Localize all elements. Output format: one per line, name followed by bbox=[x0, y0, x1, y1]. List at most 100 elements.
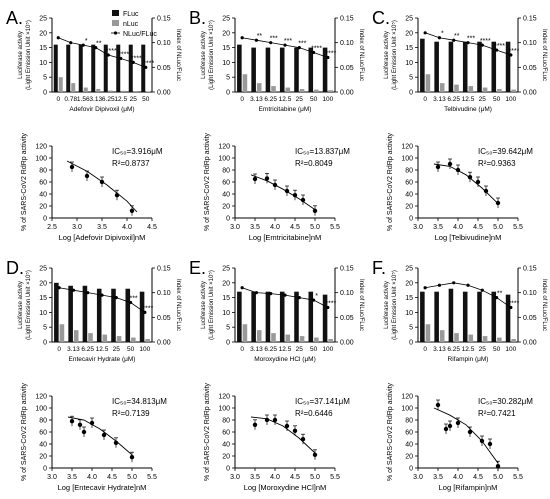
bar-nluc bbox=[256, 330, 262, 342]
panel-d: D. 0 5 10 15 20 25 0.00 0.05 0.10 0.15 Luciferase a… bbox=[6, 258, 181, 492]
bar-x-tick-label: 100 bbox=[505, 346, 516, 353]
data-point bbox=[264, 176, 270, 181]
bar-x-tick-label: 6.25 bbox=[264, 96, 277, 103]
r2-label: R²=0.8049 bbox=[295, 159, 333, 168]
fit-curve bbox=[66, 160, 138, 213]
data-point bbox=[495, 464, 501, 469]
bar-x-tick-label: 50 bbox=[142, 96, 150, 103]
data-point bbox=[272, 182, 278, 188]
ratio-point bbox=[269, 292, 273, 296]
bar-y-tick-label: 15 bbox=[39, 295, 47, 302]
dose-x-tick-label: 3.0 bbox=[230, 474, 240, 481]
ratio-point bbox=[326, 305, 330, 310]
data-point bbox=[69, 164, 75, 170]
bar-y-label: Luciferase activity bbox=[18, 31, 24, 79]
data-point bbox=[84, 173, 90, 179]
ratio-point bbox=[269, 41, 273, 45]
bar-nluc bbox=[285, 334, 291, 342]
sig-mark: **** bbox=[142, 305, 153, 312]
bar-x-tick-label: 3.13 bbox=[250, 96, 263, 103]
dose-y-tick-label: 0 bbox=[409, 466, 413, 473]
bar-fluc bbox=[128, 44, 133, 92]
ratio-point bbox=[437, 283, 442, 287]
dose-x-tick-label: 3.5 bbox=[250, 224, 260, 231]
bar-fluc bbox=[237, 44, 242, 92]
fit-curve bbox=[433, 163, 499, 204]
bar-fluc bbox=[294, 47, 299, 92]
dose-y-tick-label: 80 bbox=[405, 168, 413, 175]
ratio-point bbox=[119, 56, 123, 61]
bar-y-tick-label: 0 bbox=[43, 90, 47, 97]
bar-x-tick-label: 3.13 bbox=[433, 346, 446, 353]
legend-label: NLuc/FLuc bbox=[123, 31, 157, 38]
bar-y-tick-label: 10 bbox=[222, 310, 230, 317]
dose-x-tick-label: 3.5 bbox=[433, 224, 443, 231]
ratio-point bbox=[143, 310, 147, 314]
data-point bbox=[272, 417, 278, 423]
data-point bbox=[447, 423, 453, 429]
ratio-y-tick-label: 0.00 bbox=[523, 90, 537, 97]
ratio-y-label: Index of NLuc/FLuc bbox=[541, 279, 547, 331]
ratio-point bbox=[106, 53, 110, 57]
dose-y-tick-label: 80 bbox=[39, 168, 47, 175]
data-point bbox=[292, 428, 298, 433]
bar-x-tick-label: 0.78 bbox=[64, 96, 77, 103]
ratio-point bbox=[297, 46, 301, 50]
bar-x-tick-label: 100 bbox=[505, 96, 516, 103]
ratio-point bbox=[71, 288, 76, 292]
ratio-point bbox=[100, 293, 104, 297]
dose-y-tick-label: 100 bbox=[35, 406, 47, 413]
ratio-point bbox=[131, 60, 135, 64]
bar-nluc bbox=[468, 86, 474, 92]
ratio-y-tick-label: 0.00 bbox=[340, 340, 354, 347]
bar-x-tick-label: 100 bbox=[322, 96, 333, 103]
dose-y-tick-label: 120 bbox=[35, 144, 47, 151]
bar-nluc bbox=[454, 333, 459, 342]
ic50-label: IC₅₀=13.837μM bbox=[295, 147, 350, 156]
r2-label: R²=0.7421 bbox=[478, 409, 516, 418]
dose-x-tick-label: 3.0 bbox=[230, 224, 240, 231]
bar-fluc bbox=[491, 291, 497, 342]
dose-x-tick-label: 4.5 bbox=[290, 224, 300, 231]
dose-y-tick-label: 60 bbox=[405, 430, 413, 437]
sig-mark: **** bbox=[106, 48, 117, 55]
bar-nluc bbox=[108, 90, 113, 92]
data-point bbox=[455, 420, 461, 426]
bar-x-tick-label: 12.5 bbox=[279, 96, 292, 103]
ratio-y-tick-label: 0.00 bbox=[523, 340, 537, 347]
ratio-y-tick-label: 0.10 bbox=[157, 290, 171, 297]
ic50-label: IC₅₀=39.642μM bbox=[478, 147, 533, 156]
bar-y-label: Luciferase activity bbox=[201, 31, 207, 79]
legend-label: FLuc bbox=[123, 11, 139, 18]
panel-letter: D. bbox=[6, 258, 24, 278]
bar-y-tick-label: 5 bbox=[226, 75, 230, 82]
bar-y-tick-label: 25 bbox=[39, 266, 47, 273]
dose-y-tick-label: 120 bbox=[401, 394, 413, 401]
dose-x-tick-label: 4.0 bbox=[270, 474, 280, 481]
dose-x-tick-label: 4.0 bbox=[453, 224, 463, 231]
ratio-point bbox=[283, 43, 287, 47]
bar-fluc bbox=[53, 44, 58, 92]
bar-y-tick-label: 10 bbox=[405, 310, 413, 317]
dose-y-tick-label: 20 bbox=[39, 454, 47, 461]
bar-nluc bbox=[425, 74, 431, 92]
ratio-y-label: Index of NLuc/FLuc bbox=[175, 279, 181, 331]
ratio-y-tick-label: 0.10 bbox=[340, 290, 354, 297]
ratio-point bbox=[254, 291, 259, 295]
data-point bbox=[300, 437, 306, 442]
bar-fluc bbox=[116, 44, 121, 92]
data-point bbox=[300, 197, 306, 203]
ratio-y-tick-label: 0.00 bbox=[157, 340, 171, 347]
sig-mark: * bbox=[441, 31, 444, 38]
dose-x-tick-label: 4.0 bbox=[87, 474, 97, 481]
bar-nluc bbox=[242, 324, 248, 342]
dose-y-tick-label: 0 bbox=[226, 466, 230, 473]
dose-x-tick-label: 4.0 bbox=[453, 474, 463, 481]
bar-y-tick-label: 0 bbox=[226, 340, 230, 347]
data-point bbox=[292, 193, 298, 198]
data-point bbox=[284, 423, 290, 429]
bar-x-tick-label: 25 bbox=[479, 346, 487, 353]
bar-nluc bbox=[59, 324, 65, 342]
bar-y-tick-label: 5 bbox=[43, 75, 47, 82]
ic50-label: IC₅₀=30.282μM bbox=[478, 397, 533, 406]
